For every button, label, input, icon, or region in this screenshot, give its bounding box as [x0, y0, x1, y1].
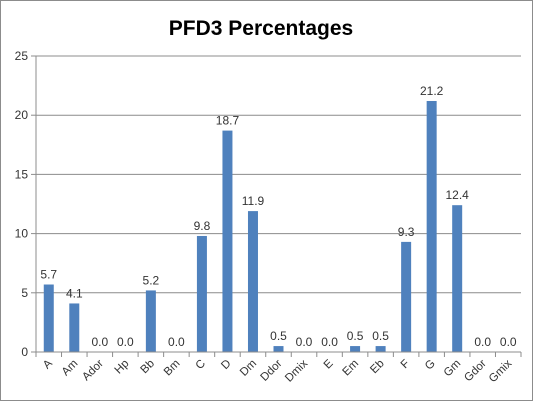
x-tick: Dm [238, 358, 259, 379]
data-label: 12.4 [446, 188, 470, 202]
x-tick: A [41, 357, 55, 371]
x-tick: Gmix [487, 357, 515, 385]
bar [452, 205, 463, 352]
bar [69, 303, 80, 352]
x-tick-label: Gdor [462, 358, 489, 385]
x-tick-label: D [219, 358, 233, 372]
bar [426, 100, 437, 352]
data-label: 11.9 [242, 194, 265, 208]
data-labels: 5.7 4.1 0.0 0.0 5.2 0.0 9.8 18.7 11.9 0.5 0.0 0.0 0.… [40, 84, 516, 349]
bar [401, 241, 412, 352]
x-tick-label: Gm [442, 358, 464, 380]
bar [247, 211, 258, 352]
y-tick-label: 0 [21, 345, 28, 359]
bar [375, 346, 386, 352]
x-tick: D [219, 358, 233, 372]
y-tick-label: 10 [15, 227, 29, 241]
bar [222, 130, 233, 352]
data-label: 0.5 [347, 329, 364, 343]
data-label: 0.0 [117, 335, 134, 349]
y-tick-label: 5 [21, 286, 28, 300]
x-tick: Bb [139, 358, 157, 376]
data-label: 18.7 [216, 114, 240, 128]
data-label: 0.5 [270, 329, 287, 343]
data-label: 21.2 [420, 84, 444, 98]
x-tick-label: C [194, 358, 208, 372]
x-tick-label: Am [60, 358, 81, 379]
data-label: 0.0 [296, 335, 313, 349]
x-tick-label: Dm [238, 358, 259, 379]
x-tick: Ador [80, 358, 106, 384]
gridlines [36, 55, 521, 294]
x-tick: C [194, 358, 208, 372]
bar [43, 284, 54, 352]
y-tick-label: 15 [15, 167, 29, 181]
x-tick-label: Hp [113, 358, 132, 377]
x-tick-label: G [423, 358, 438, 373]
data-label: 9.3 [398, 225, 415, 239]
x-tick: Gdor [462, 358, 489, 385]
x-tick: Em [341, 358, 362, 379]
x-tick: F [399, 358, 412, 371]
y-axis-ticks: 0 5 10 15 20 25 [15, 49, 29, 359]
x-tick: E [322, 357, 336, 371]
chart-title: PFD3 Percentages [169, 17, 353, 40]
data-label: 0.0 [321, 335, 338, 349]
x-tick-label: Bm [162, 358, 183, 379]
data-label: 5.7 [40, 268, 57, 282]
x-tick-label: A [41, 357, 55, 371]
axes [31, 55, 522, 357]
x-tick-label: Ador [80, 358, 106, 384]
x-tick-label: Gmix [487, 357, 515, 385]
data-label: 0.0 [91, 335, 108, 349]
x-tick: Hp [113, 358, 132, 377]
x-tick: Ddor [259, 358, 285, 384]
bar [350, 346, 361, 352]
data-label: 0.5 [372, 329, 389, 343]
data-label: 0.0 [168, 335, 185, 349]
data-label: 9.8 [194, 219, 211, 233]
x-tick: Eb [368, 358, 386, 376]
x-tick: Bm [162, 358, 183, 379]
data-label: 0.0 [500, 335, 517, 349]
bar [145, 290, 156, 352]
y-tick-label: 20 [15, 108, 29, 122]
data-label: 0.0 [474, 335, 491, 349]
x-tick: Am [60, 358, 81, 379]
bars [43, 100, 463, 352]
x-tick-label: Bb [139, 358, 157, 376]
bar [196, 235, 207, 352]
x-tick-label: Ddor [259, 358, 285, 384]
x-tick-label: E [322, 357, 336, 371]
x-tick-label: Eb [368, 358, 386, 376]
bar [273, 346, 284, 352]
x-tick-label: F [399, 358, 412, 371]
data-label: 5.2 [143, 273, 160, 287]
x-tick-label: Dmix [283, 357, 310, 384]
x-tick: Gm [442, 358, 464, 380]
x-tick: G [423, 358, 438, 373]
data-label: 4.1 [66, 286, 83, 300]
x-tick-label: Em [341, 358, 362, 379]
y-tick-label: 25 [15, 49, 29, 63]
x-tick: Dmix [283, 357, 310, 384]
